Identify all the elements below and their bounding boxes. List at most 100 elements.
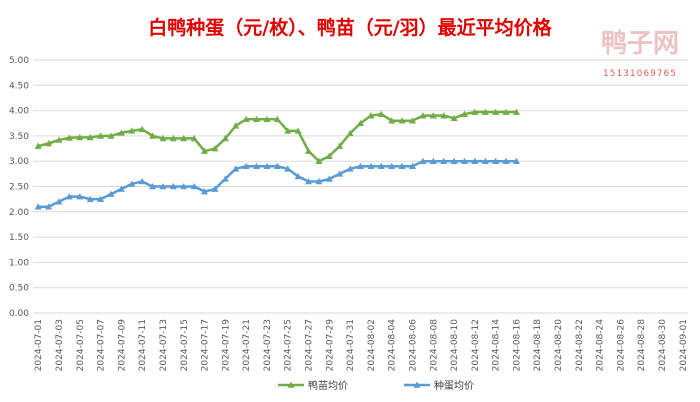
- x-tick-label: 2024-07-21: [242, 319, 252, 371]
- x-tick-label: 2024-08-24: [596, 319, 606, 372]
- point-marker: [76, 193, 84, 200]
- x-tick-label: 2024-07-09: [117, 319, 127, 372]
- x-tick-label: 2024-09-01: [679, 319, 689, 371]
- x-tick-label: 2024-08-22: [575, 319, 585, 371]
- legend-label: 鸭苗均价: [308, 379, 348, 392]
- x-tick-label: 2024-07-13: [159, 319, 169, 371]
- point-marker: [325, 152, 333, 159]
- point-marker: [138, 177, 146, 185]
- point-marker: [305, 147, 313, 154]
- x-tick-label: 2024-08-08: [429, 319, 439, 372]
- point-marker: [512, 108, 520, 115]
- point-marker: [419, 112, 427, 119]
- point-marker: [388, 162, 396, 170]
- point-marker: [169, 134, 177, 142]
- point-marker: [128, 127, 136, 134]
- point-marker: [180, 134, 188, 142]
- point-marker: [190, 134, 198, 142]
- x-tick-label: 2024-08-04: [388, 319, 398, 372]
- point-marker: [325, 175, 333, 182]
- y-tick-label: 4.00: [9, 107, 29, 117]
- x-tick-label: 2024-08-12: [471, 319, 481, 371]
- x-tick-label: 2024-07-15: [180, 319, 190, 371]
- point-marker: [55, 198, 63, 205]
- x-tick-label: 2024-08-26: [616, 319, 626, 372]
- x-tick-label: 2024-07-27: [305, 319, 315, 371]
- point-marker: [45, 203, 53, 210]
- point-marker: [76, 133, 84, 141]
- point-marker: [450, 114, 458, 121]
- point-marker: [180, 183, 188, 190]
- point-marker: [34, 203, 42, 210]
- x-tick-label: 2024-07-05: [76, 319, 86, 371]
- point-marker: [502, 108, 510, 115]
- point-marker: [107, 190, 115, 197]
- point-marker: [211, 185, 219, 192]
- point-marker: [305, 177, 313, 185]
- point-marker: [460, 110, 468, 117]
- point-marker: [211, 145, 219, 152]
- point-marker: [398, 117, 406, 124]
- x-tick-label: 2024-07-03: [55, 319, 65, 371]
- point-marker: [440, 112, 448, 119]
- point-marker: [253, 115, 261, 123]
- point-marker: [481, 157, 489, 164]
- x-tick-label: 2024-08-28: [637, 319, 647, 372]
- chart-title: 白鸭种蛋（元/枚）、鸭苗（元/羽）最近平均价格: [148, 16, 552, 39]
- point-marker: [294, 172, 302, 180]
- point-marker: [149, 183, 157, 190]
- x-tick-label: 2024-07-11: [138, 319, 148, 371]
- point-marker: [55, 136, 63, 143]
- point-marker: [128, 180, 136, 187]
- point-marker: [408, 162, 416, 170]
- point-marker: [159, 134, 167, 142]
- y-tick-label: 0.00: [9, 309, 29, 319]
- x-tick-label: 2024-07-31: [346, 319, 356, 371]
- point-marker: [65, 193, 73, 200]
- point-marker: [346, 165, 354, 172]
- point-marker: [346, 129, 354, 137]
- point-marker: [221, 134, 229, 142]
- point-marker: [159, 183, 167, 190]
- point-marker: [336, 170, 344, 177]
- point-marker: [253, 162, 261, 170]
- y-tick-label: 2.50: [9, 183, 29, 193]
- point-marker: [502, 157, 510, 164]
- y-tick-label: 4.50: [9, 81, 29, 91]
- point-marker: [336, 142, 344, 149]
- point-marker: [201, 147, 209, 154]
- point-marker: [471, 108, 479, 115]
- point-marker: [273, 162, 281, 170]
- point-marker: [263, 115, 271, 123]
- legend-label: 种蛋均价: [434, 379, 474, 392]
- point-marker: [117, 129, 125, 136]
- point-marker: [284, 165, 292, 172]
- point-marker: [190, 183, 198, 190]
- point-marker: [232, 122, 240, 129]
- point-marker: [357, 162, 364, 170]
- y-tick-label: 5.00: [9, 56, 29, 66]
- x-tick-label: 2024-08-06: [408, 319, 418, 372]
- point-marker: [169, 183, 177, 190]
- x-tick-label: 2024-07-19: [221, 319, 231, 372]
- point-marker: [97, 195, 105, 202]
- point-marker: [86, 195, 94, 202]
- point-marker: [481, 108, 489, 115]
- x-tick-label: 2024-08-14: [492, 319, 502, 372]
- point-marker: [221, 175, 229, 182]
- point-marker: [34, 142, 42, 149]
- y-tick-label: 1.50: [9, 233, 29, 243]
- point-marker: [377, 162, 385, 170]
- y-tick-label: 3.50: [9, 132, 29, 142]
- x-tick-label: 2024-08-10: [450, 319, 460, 372]
- point-marker: [138, 125, 146, 133]
- x-tick-label: 2024-08-20: [554, 319, 564, 372]
- legend-marker: [287, 381, 295, 388]
- point-marker: [419, 157, 427, 164]
- point-marker: [440, 157, 448, 164]
- y-tick-label: 0.50: [9, 284, 29, 294]
- x-tick-label: 2024-07-29: [325, 319, 335, 372]
- point-marker: [367, 162, 375, 170]
- watermark-phone: 15131069765: [603, 69, 677, 79]
